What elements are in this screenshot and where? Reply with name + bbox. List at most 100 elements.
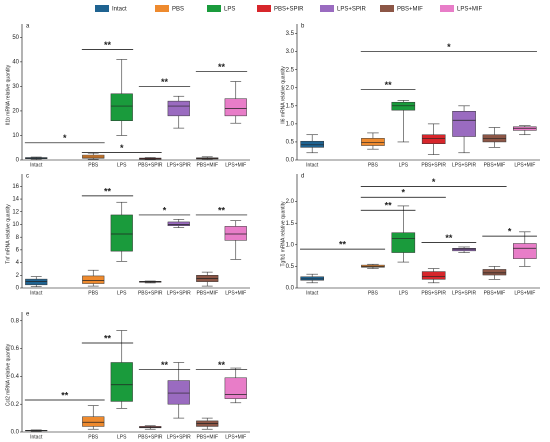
box (421, 271, 446, 280)
x-tick-label: LPS+MIF (514, 162, 535, 168)
x-tick-label: LPS+MIF (225, 434, 246, 440)
x-tick-label: LPS+MIF (225, 162, 246, 168)
y-axis-label: Tnf mRNA relative quantity (5, 204, 11, 264)
significance-label: * (432, 177, 436, 187)
x-tick-label: Intact (306, 290, 319, 296)
significance-label: ** (161, 360, 169, 370)
y-tick-label: 1.0 (286, 121, 295, 127)
box (167, 100, 190, 117)
x-tick-label: LPS+SPIR (167, 434, 191, 440)
y-tick-label: 3.5 (286, 31, 295, 37)
x-tick-label: LPS (117, 290, 127, 296)
y-tick-label: 6 (16, 247, 20, 253)
y-tick-label: 20 (12, 109, 19, 115)
y-tick-label: 2.5 (286, 67, 295, 73)
x-tick-label: PBS (368, 162, 379, 168)
significance-label: * (508, 227, 512, 237)
y-tick-label: 12 (12, 209, 19, 215)
y-tick-label: 0.8 (11, 318, 20, 324)
legend-label: LPS+MIF (457, 7, 483, 13)
legend-label: PBS+SPIR (274, 7, 304, 13)
y-tick-label: 2.0 (286, 85, 295, 91)
legend-label: Intact (112, 7, 127, 13)
x-tick-label: LPS (399, 290, 409, 296)
x-tick-label: PBS (368, 290, 379, 296)
x-tick-label: LPS+SPIR (452, 290, 476, 296)
y-axis-label: Ccl2 mRNA relative quantity (5, 343, 11, 406)
x-tick-label: PBS+MIF (196, 290, 218, 296)
x-tick-label: PBS+SPIR (138, 290, 163, 296)
y-axis-label: Tgfb1 mRNA relative quantity (280, 201, 286, 267)
box (110, 214, 133, 252)
y-tick-label: 0.6 (11, 346, 20, 352)
significance-label: * (120, 143, 124, 153)
y-tick-label: 30 (12, 84, 19, 90)
y-tick-label: 2 (16, 273, 20, 279)
panel-label: a (26, 24, 30, 30)
significance-label: ** (385, 80, 393, 90)
significance-label: ** (445, 233, 453, 243)
x-tick-label: LPS+SPIR (452, 162, 476, 168)
x-tick-label: PBS (88, 434, 99, 440)
y-tick-label: 0.2 (11, 402, 20, 408)
legend-label: LPS (224, 7, 235, 13)
box (361, 138, 385, 146)
y-tick-label: 1.0 (286, 242, 295, 248)
legend-swatch (95, 5, 109, 12)
panel-label: d (301, 174, 304, 180)
y-tick-label: 0 (16, 158, 20, 164)
x-tick-label: PBS+MIF (196, 162, 218, 168)
x-tick-label: PBS+SPIR (421, 162, 446, 168)
y-tick-label: 2.0 (286, 199, 295, 205)
x-tick-label: PBS+MIF (484, 290, 506, 296)
box (300, 276, 324, 281)
y-tick-label: 0.5 (286, 140, 295, 146)
box (513, 243, 537, 259)
y-tick-label: 40 (12, 59, 19, 65)
x-tick-label: Intact (30, 290, 43, 296)
y-tick-label: 3.0 (286, 49, 295, 55)
y-tick-label: 14 (12, 197, 19, 203)
significance-label: ** (339, 239, 347, 249)
legend-swatch (440, 5, 454, 12)
y-axis-label: Il1b mRNA relative quantity (5, 64, 11, 125)
x-tick-label: Intact (30, 434, 43, 440)
x-tick-label: PBS+SPIR (421, 290, 446, 296)
box (82, 275, 105, 284)
box (452, 111, 476, 137)
x-tick-label: PBS+MIF (196, 434, 218, 440)
y-tick-label: 0.5 (286, 264, 295, 270)
significance-label: * (63, 133, 67, 143)
legend-swatch (207, 5, 221, 12)
x-tick-label: PBS (88, 162, 99, 168)
y-tick-label: 0.0 (286, 158, 295, 164)
y-tick-label: 1.5 (286, 103, 295, 109)
box (513, 126, 537, 131)
box (224, 98, 247, 117)
box (167, 221, 190, 226)
x-tick-label: PBS+MIF (484, 162, 506, 168)
x-tick-label: LPS+SPIR (167, 290, 191, 296)
panel-label: b (301, 24, 305, 30)
x-tick-label: LPS (399, 162, 409, 168)
panel-label: e (26, 312, 30, 318)
x-tick-label: Intact (30, 162, 43, 168)
box (110, 93, 133, 122)
y-tick-label: 16 (12, 184, 19, 190)
y-tick-label: 8 (16, 235, 20, 241)
box (391, 232, 416, 253)
legend-swatch (380, 5, 394, 12)
y-tick-label: 0.4 (11, 374, 20, 380)
y-tick-label: 50 (12, 35, 19, 41)
box (482, 269, 507, 276)
box (224, 226, 247, 241)
significance-label: ** (218, 62, 226, 72)
significance-label: ** (218, 205, 226, 215)
x-tick-label: PBS+SPIR (138, 434, 163, 440)
box (421, 134, 446, 145)
panel-label: c (26, 174, 29, 180)
significance-label: ** (104, 333, 112, 343)
legend-swatch (155, 5, 169, 12)
y-tick-label: 4 (16, 260, 20, 266)
